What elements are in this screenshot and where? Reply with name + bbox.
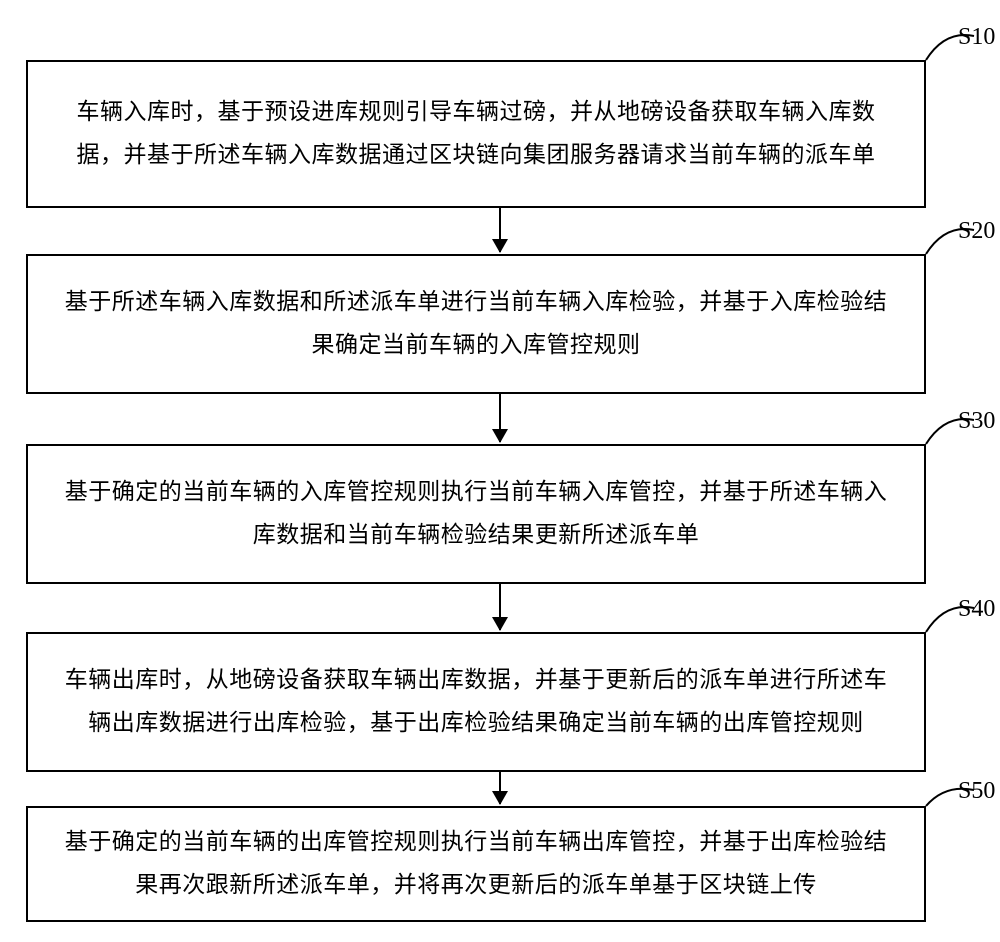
label-s10: S10 [958, 24, 995, 51]
step-s40: 车辆出库时，从地磅设备获取车辆出库数据，并基于更新后的派车单进行所述车辆出库数据… [26, 632, 926, 772]
label-s40: S40 [958, 596, 995, 623]
step-s50: 基于确定的当前车辆的出库管控规则执行当前车辆出库管控，并基于出库检验结果再次跟新… [26, 806, 926, 922]
arrow-s10-s20 [0, 208, 1000, 252]
arrow-s40-s50 [0, 772, 1000, 804]
flowchart-canvas: 车辆入库时，基于预设进库规则引导车辆过磅，并从地磅设备获取车辆入库数据，并基于所… [0, 0, 1000, 942]
label-s50: S50 [958, 778, 995, 805]
arrow-s20-s30 [0, 394, 1000, 442]
step-s30: 基于确定的当前车辆的入库管控规则执行当前车辆入库管控，并基于所述车辆入库数据和当… [26, 444, 926, 584]
label-s20: S20 [958, 218, 995, 245]
step-s10-text: 车辆入库时，基于预设进库规则引导车辆过磅，并从地磅设备获取车辆入库数据，并基于所… [58, 91, 894, 176]
label-s30: S30 [958, 408, 995, 435]
step-s50-text: 基于确定的当前车辆的出库管控规则执行当前车辆出库管控，并基于出库检验结果再次跟新… [58, 821, 894, 906]
step-s20: 基于所述车辆入库数据和所述派车单进行当前车辆入库检验，并基于入库检验结果确定当前… [26, 254, 926, 394]
step-s10: 车辆入库时，基于预设进库规则引导车辆过磅，并从地磅设备获取车辆入库数据，并基于所… [26, 60, 926, 208]
arrow-s30-s40 [0, 584, 1000, 630]
step-s30-text: 基于确定的当前车辆的入库管控规则执行当前车辆入库管控，并基于所述车辆入库数据和当… [58, 471, 894, 556]
step-s40-text: 车辆出库时，从地磅设备获取车辆出库数据，并基于更新后的派车单进行所述车辆出库数据… [58, 659, 894, 744]
step-s20-text: 基于所述车辆入库数据和所述派车单进行当前车辆入库检验，并基于入库检验结果确定当前… [58, 281, 894, 366]
